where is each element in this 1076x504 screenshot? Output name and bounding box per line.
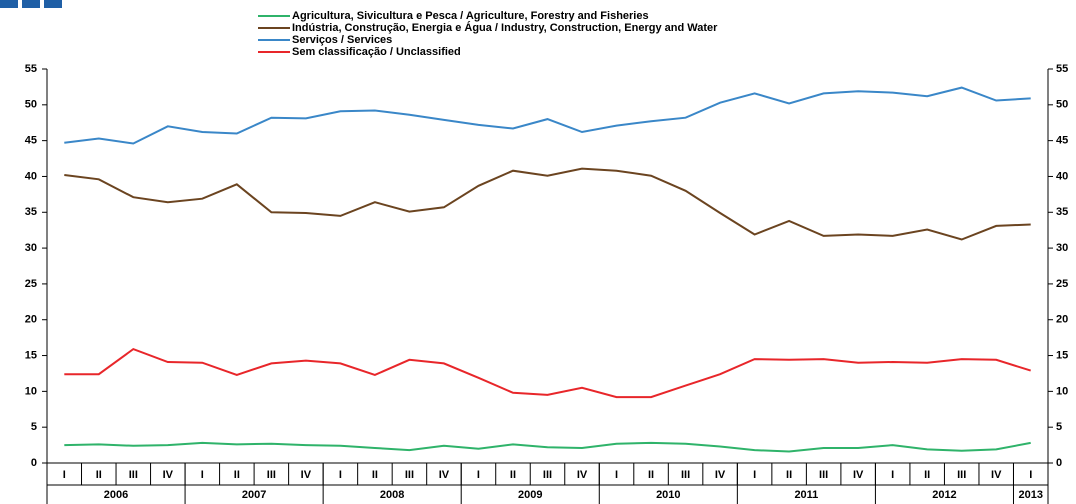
x-tick-label: I <box>63 469 66 481</box>
y-tick-label: 20 <box>25 314 37 326</box>
x-tick-label: I <box>201 469 204 481</box>
y2-tick-label: 50 <box>1056 99 1068 111</box>
year-label: 2010 <box>656 489 680 501</box>
y-tick-label: 50 <box>25 99 37 111</box>
year-label: 2007 <box>242 489 266 501</box>
x-tick-label: II <box>96 469 102 481</box>
x-tick-label: II <box>924 469 930 481</box>
x-tick-label: III <box>543 469 552 481</box>
x-tick-label: IV <box>715 469 726 481</box>
y2-tick-label: 5 <box>1056 421 1062 433</box>
x-tick-label: III <box>405 469 414 481</box>
y2-tick-label: 55 <box>1056 63 1068 75</box>
series-line <box>64 167 1031 241</box>
logo-block <box>22 0 40 8</box>
y2-tick-label: 20 <box>1056 314 1068 326</box>
x-tick-label: IV <box>439 469 450 481</box>
x-tick-label: I <box>753 469 756 481</box>
x-tick-label: IV <box>301 469 312 481</box>
y2-tick-label: 25 <box>1056 278 1068 290</box>
legend-label: Agricultura, Sivicultura e Pesca / Agric… <box>292 10 649 22</box>
y2-tick-label: 0 <box>1056 457 1062 469</box>
y2-tick-label: 30 <box>1056 242 1068 254</box>
x-tick-label: III <box>129 469 138 481</box>
series-line <box>64 347 1031 399</box>
x-tick-label: I <box>339 469 342 481</box>
y-tick-label: 0 <box>31 457 37 469</box>
legend-label: Serviços / Services <box>292 34 392 46</box>
y-tick-label: 55 <box>25 63 37 75</box>
year-label: 2006 <box>104 489 128 501</box>
legend-label: Indústria, Construção, Energia e Água / … <box>292 21 718 34</box>
y-tick-label: 15 <box>25 349 37 361</box>
y-tick-label: 35 <box>25 206 37 218</box>
x-tick-label: III <box>681 469 690 481</box>
x-tick-label: I <box>477 469 480 481</box>
y-tick-label: 45 <box>25 135 37 147</box>
x-tick-label: II <box>648 469 654 481</box>
year-label: 2009 <box>518 489 542 501</box>
logo-block <box>0 0 18 8</box>
year-label: 2011 <box>794 489 818 501</box>
x-tick-label: IV <box>853 469 864 481</box>
x-tick-label: IV <box>163 469 174 481</box>
x-tick-label: IV <box>577 469 588 481</box>
legend-label: Sem classificação / Unclassified <box>292 46 461 58</box>
x-tick-label: I <box>1029 469 1032 481</box>
year-label: 2012 <box>932 489 956 501</box>
series-line <box>64 441 1031 453</box>
y2-tick-label: 10 <box>1056 385 1068 397</box>
x-tick-label: III <box>267 469 276 481</box>
series-line <box>64 86 1031 145</box>
year-label: 2008 <box>380 489 404 501</box>
x-tick-label: III <box>957 469 966 481</box>
x-tick-label: I <box>891 469 894 481</box>
x-tick-label: III <box>819 469 828 481</box>
year-label: 2013 <box>1018 489 1042 501</box>
logo-block <box>44 0 62 8</box>
x-tick-label: II <box>234 469 240 481</box>
x-tick-label: I <box>615 469 618 481</box>
y-tick-label: 5 <box>31 421 37 433</box>
y-tick-label: 30 <box>25 242 37 254</box>
x-tick-label: II <box>372 469 378 481</box>
x-tick-label: II <box>786 469 792 481</box>
y2-tick-label: 45 <box>1056 135 1068 147</box>
y2-tick-label: 40 <box>1056 170 1068 182</box>
y-tick-label: 25 <box>25 278 37 290</box>
y-tick-label: 40 <box>25 170 37 182</box>
y2-tick-label: 15 <box>1056 349 1068 361</box>
x-tick-label: IV <box>991 469 1002 481</box>
x-tick-label: II <box>510 469 516 481</box>
y-tick-label: 10 <box>25 385 37 397</box>
y2-tick-label: 35 <box>1056 206 1068 218</box>
